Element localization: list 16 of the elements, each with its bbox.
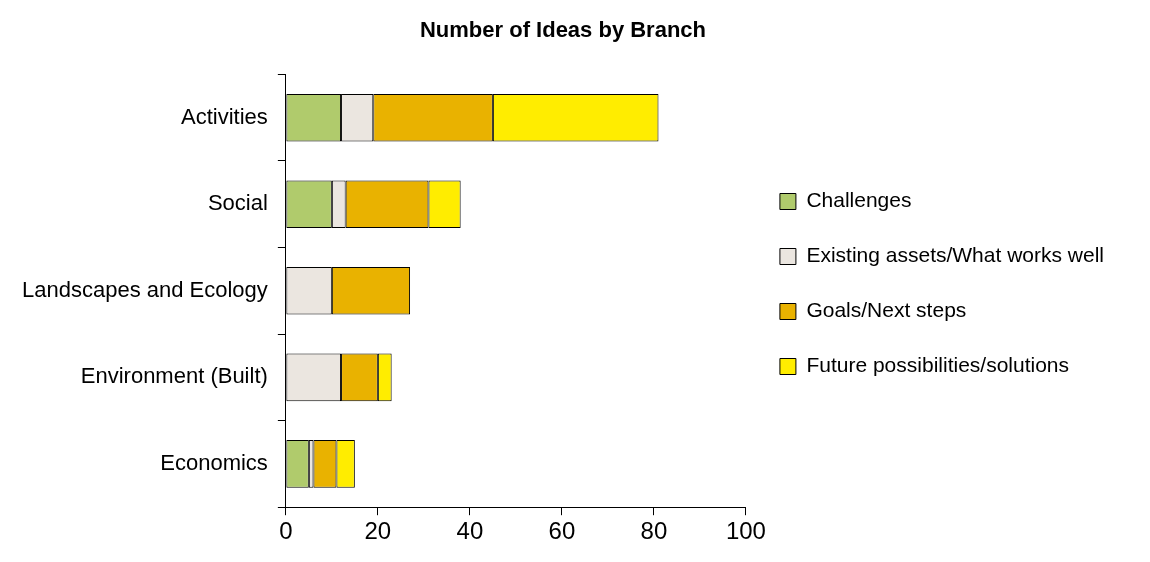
x-tick-label: 20	[364, 517, 392, 545]
y-tick-label: Landscapes and Ecology	[21, 276, 268, 302]
legend-label: Future possibilities/solutions	[806, 353, 1070, 377]
x-tick-label: 0	[279, 517, 293, 545]
y-tick-label: Environment (Built)	[80, 363, 268, 389]
y-tick-label: Social	[207, 190, 268, 216]
legend-label: Goals/Next steps	[806, 298, 967, 322]
x-tick-label: 40	[456, 517, 484, 545]
legend-label: Existing assets/What works well	[806, 243, 1104, 267]
x-tick-label: 60	[548, 517, 576, 545]
legend-label: Challenges	[806, 188, 912, 212]
y-tick-label: Economics	[160, 449, 268, 475]
x-tick-label: 80	[640, 517, 668, 545]
y-tick-label: Activities	[181, 103, 268, 129]
chart-title: Number of Ideas by Branch	[419, 17, 707, 43]
x-tick-label: 100	[725, 517, 766, 545]
